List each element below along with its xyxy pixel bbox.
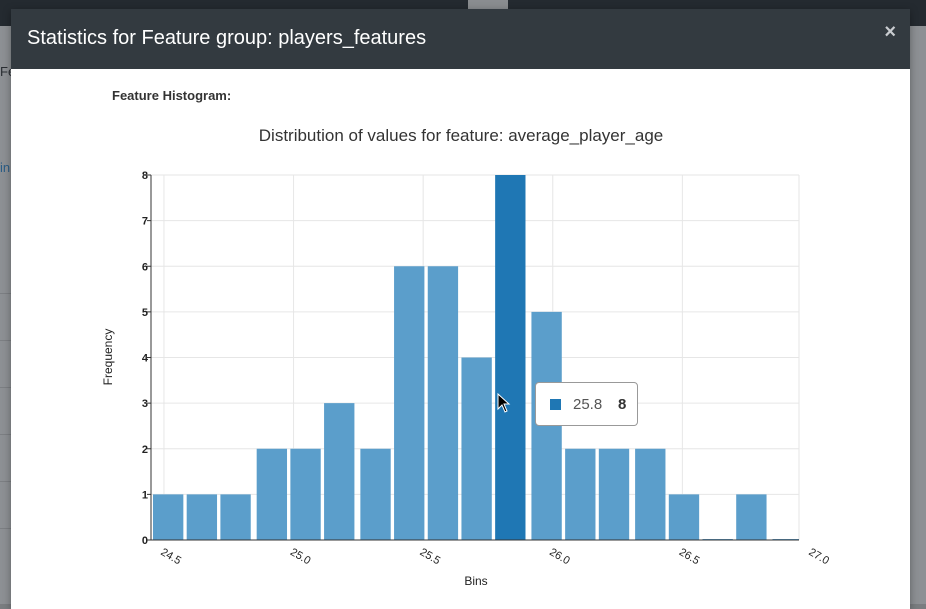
feature-histogram-label: Feature Histogram: <box>112 88 232 103</box>
x-tick-label: 25.5 <box>418 546 443 567</box>
x-tick-label: 25.0 <box>288 546 313 567</box>
tooltip-value: 8 <box>618 396 627 413</box>
histogram-bar[interactable] <box>360 448 391 540</box>
background-divider <box>0 387 12 388</box>
histogram-bar[interactable] <box>461 357 492 541</box>
chart-bars <box>153 175 799 540</box>
modal-title: Statistics for Feature group: players_fe… <box>27 27 427 49</box>
y-tick-label: 2 <box>142 444 148 456</box>
x-tick-label: 26.0 <box>547 546 572 567</box>
close-button[interactable]: × <box>884 21 896 43</box>
histogram-chart: Distribution of values for feature: aver… <box>101 126 831 588</box>
histogram-bar[interactable] <box>324 403 355 540</box>
x-tick-label: 27.0 <box>806 546 831 567</box>
x-axis-label: Bins <box>464 574 487 588</box>
tooltip-color-swatch <box>550 399 561 410</box>
modal-header: Statistics for Feature group: players_fe… <box>11 9 910 69</box>
histogram-bar[interactable] <box>153 494 184 540</box>
y-tick-label: 5 <box>142 307 148 319</box>
histogram-bar[interactable] <box>495 175 526 540</box>
x-tick-label: 26.5 <box>677 546 702 567</box>
histogram-bar[interactable] <box>427 266 459 540</box>
x-tick-label: 24.5 <box>158 546 183 567</box>
background-link-fragment: in <box>0 160 11 175</box>
y-tick-label: 8 <box>142 170 148 182</box>
background-divider <box>0 340 12 341</box>
y-tick-label: 7 <box>142 216 148 228</box>
mouse-cursor-icon <box>497 393 511 413</box>
y-axis-label: Frequency <box>101 329 115 386</box>
y-tick-label: 6 <box>142 261 148 273</box>
histogram-bar[interactable] <box>565 448 596 540</box>
histogram-bar[interactable] <box>394 266 425 540</box>
x-axis-ticks: 24.5 25.0 25.5 26.0 26.5 27.0 <box>158 546 831 567</box>
histogram-bar[interactable] <box>220 494 251 540</box>
background-divider <box>0 481 12 482</box>
y-tick-label: 1 <box>142 489 148 501</box>
y-tick-label: 0 <box>142 535 148 547</box>
histogram-bar[interactable] <box>598 448 630 540</box>
y-tick-label: 3 <box>142 398 148 410</box>
background-divider <box>0 434 12 435</box>
background-divider <box>0 293 12 294</box>
histogram-bar[interactable] <box>186 494 218 540</box>
tooltip-bin-label: 25.8 <box>573 396 603 413</box>
chart-tooltip: 25.8 8 <box>535 382 638 426</box>
histogram-bar[interactable] <box>736 494 767 540</box>
histogram-bar[interactable] <box>668 494 700 540</box>
chart-title: Distribution of values for feature: aver… <box>259 126 663 145</box>
y-axis-ticks: 0 1 2 3 4 5 6 7 8 <box>142 170 151 547</box>
histogram-bar[interactable] <box>256 448 288 540</box>
histogram-bar[interactable] <box>290 448 321 540</box>
background-search-icon <box>468 0 508 10</box>
feature-statistics-modal: Statistics for Feature group: players_fe… <box>11 9 910 609</box>
y-tick-label: 4 <box>142 353 149 365</box>
histogram-bar[interactable] <box>635 448 666 540</box>
background-divider <box>0 528 12 529</box>
